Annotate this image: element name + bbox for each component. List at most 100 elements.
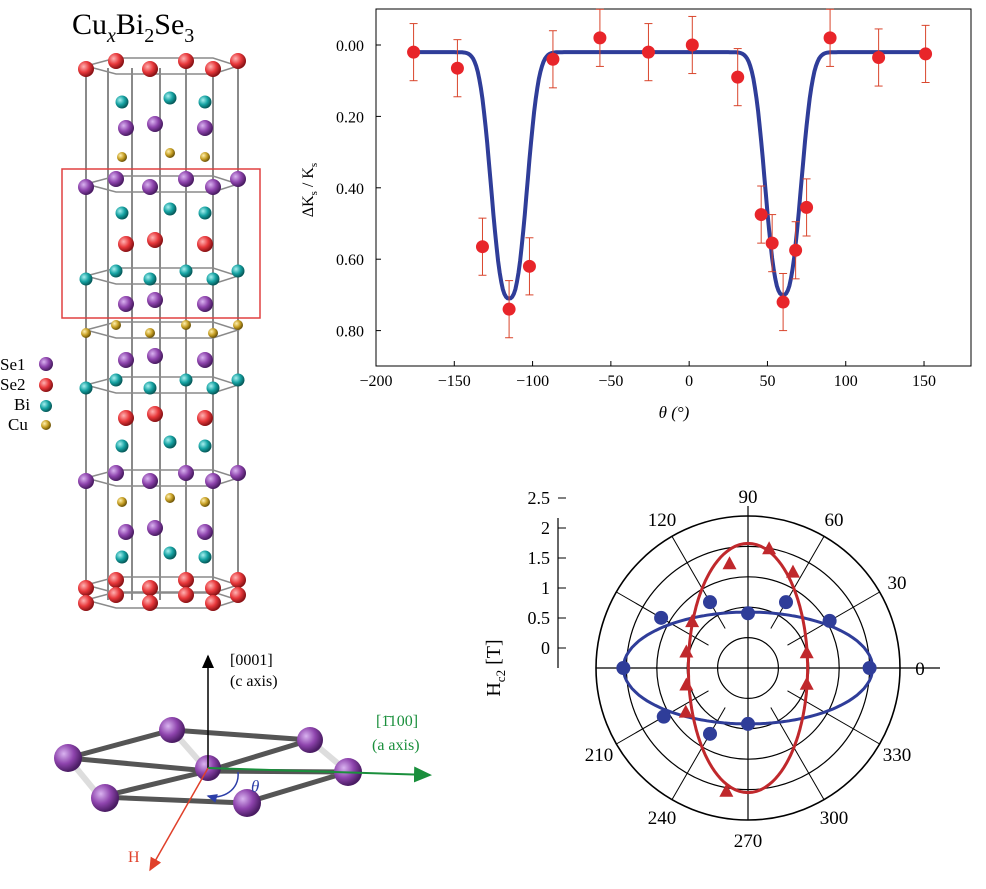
chart1-point — [502, 280, 516, 339]
atom-se1 — [178, 465, 194, 481]
chart1-marker — [546, 52, 560, 66]
atom-bi — [143, 381, 157, 395]
atom-se2 — [178, 572, 194, 588]
chart1-xtick-label: −50 — [598, 373, 623, 390]
atom-cu — [111, 320, 121, 330]
legend-label-bi: Bi — [14, 395, 30, 414]
chart1-fit-curve — [413, 50, 926, 301]
polar-marker-triangle — [679, 677, 694, 691]
chart1-point — [546, 30, 560, 89]
chart1-marker — [641, 45, 655, 59]
atom-se2 — [230, 572, 246, 588]
atom-bi — [143, 272, 157, 286]
chart1-marker — [872, 50, 886, 64]
atom-se2 — [108, 53, 124, 69]
polar-ylabel: Hc2 [T] — [483, 639, 508, 696]
chart1-ylabel: ΔKs / Ks — [300, 163, 320, 217]
polar-fit-red — [686, 541, 810, 795]
chart1-ytick-label: 0.00 — [336, 38, 364, 55]
polar-radial-scale: 0 0.5 1 1.5 2 2.5 — [528, 488, 566, 668]
atom-bi — [179, 264, 193, 278]
atom-se2 — [118, 236, 134, 252]
chart1-marker — [450, 61, 464, 75]
legend-swatch-se2 — [39, 378, 53, 392]
polar-angle-label: 30 — [887, 573, 906, 594]
crystal-structure: CuxBi2Se3 — [61, 8, 261, 611]
chart1-point — [776, 272, 790, 332]
polar-marker-circle — [703, 595, 717, 610]
polar-marker-triangle — [762, 541, 777, 555]
a-axis-arrow — [207, 766, 432, 783]
basal-plane — [54, 717, 362, 817]
polar-marker-circle — [741, 716, 755, 731]
atom-se1 — [230, 465, 246, 481]
atom-cu — [145, 328, 155, 338]
legend-item-bi: Bi — [14, 395, 52, 414]
atom-se1 — [147, 348, 163, 364]
a-axis-name: (a axis) — [372, 737, 420, 754]
chart1-point — [754, 185, 768, 244]
atom-cu — [117, 152, 127, 162]
hc2-polar-chart: 0 0.5 1 1.5 2 2.5 0 30 60 90 120 210 240 270 300 330 H… — [483, 487, 940, 852]
polar-angle-label: 300 — [820, 808, 849, 829]
polar-marker-circle — [862, 661, 877, 675]
legend-item-se2: Se2 — [0, 375, 53, 394]
atom-bi — [115, 439, 129, 453]
atom-legend: Se1 Se2 Bi Cu — [0, 355, 53, 434]
chart1-point — [475, 217, 489, 276]
atom-cu — [117, 497, 127, 507]
atom-se1 — [91, 784, 119, 812]
atom-se1 — [78, 179, 94, 195]
atom-se2 — [147, 406, 163, 422]
atom-se2 — [78, 61, 94, 77]
atom-bi — [206, 381, 220, 395]
atom-se1 — [108, 465, 124, 481]
legend-label-se1: Se1 — [0, 355, 26, 374]
atom-se1 — [205, 179, 221, 195]
structure-title: CuxBi2Se3 — [72, 8, 194, 47]
atom-se1 — [197, 296, 213, 312]
chart1-point — [731, 48, 745, 107]
chart1-point — [872, 28, 886, 87]
chart1-marker — [776, 295, 790, 309]
polar-spoke — [787, 690, 880, 745]
atom-bi — [109, 264, 123, 278]
field-arrow — [149, 767, 209, 872]
polar-marker-circle — [654, 610, 669, 625]
atom-se1 — [197, 352, 213, 368]
chart1-point — [823, 8, 837, 67]
chart1-xtick-label: 0 — [685, 373, 693, 390]
chart1-points — [407, 8, 933, 339]
chart1-marker — [765, 236, 779, 250]
chart1-xtick-label: 100 — [834, 373, 858, 390]
polar-angle-label: 0 — [915, 659, 925, 680]
legend-swatch-cu — [41, 420, 51, 430]
unit-cell-box — [61, 168, 261, 319]
atom-se1 — [147, 292, 163, 308]
atom-bi — [115, 95, 129, 109]
atom-se1 — [78, 473, 94, 489]
chart1-marker — [522, 259, 536, 273]
atom-bi — [198, 95, 212, 109]
atom-se2 — [178, 587, 194, 603]
polar-angle-label: 270 — [734, 831, 763, 852]
chart1-point — [522, 237, 536, 296]
atom-se1 — [197, 524, 213, 540]
polar-marker-triangle — [785, 564, 800, 578]
chart1-point — [800, 178, 814, 237]
polar-marker-triangle — [719, 783, 734, 797]
chart1-point — [593, 8, 607, 67]
chart1-point — [789, 221, 803, 280]
polar-marker-triangle — [685, 614, 700, 628]
chart1-ytick-label: 0.20 — [336, 109, 364, 126]
legend-swatch-bi — [40, 400, 52, 412]
atom-cu — [200, 152, 210, 162]
atom-bi — [109, 373, 123, 387]
polar-marker-circle — [822, 613, 837, 628]
atom-cu — [181, 320, 191, 330]
polar-points — [616, 541, 877, 797]
field-label: H — [128, 849, 140, 866]
atom-se1 — [147, 116, 163, 132]
chart1-marker — [800, 200, 814, 214]
atom-layers — [78, 53, 246, 611]
